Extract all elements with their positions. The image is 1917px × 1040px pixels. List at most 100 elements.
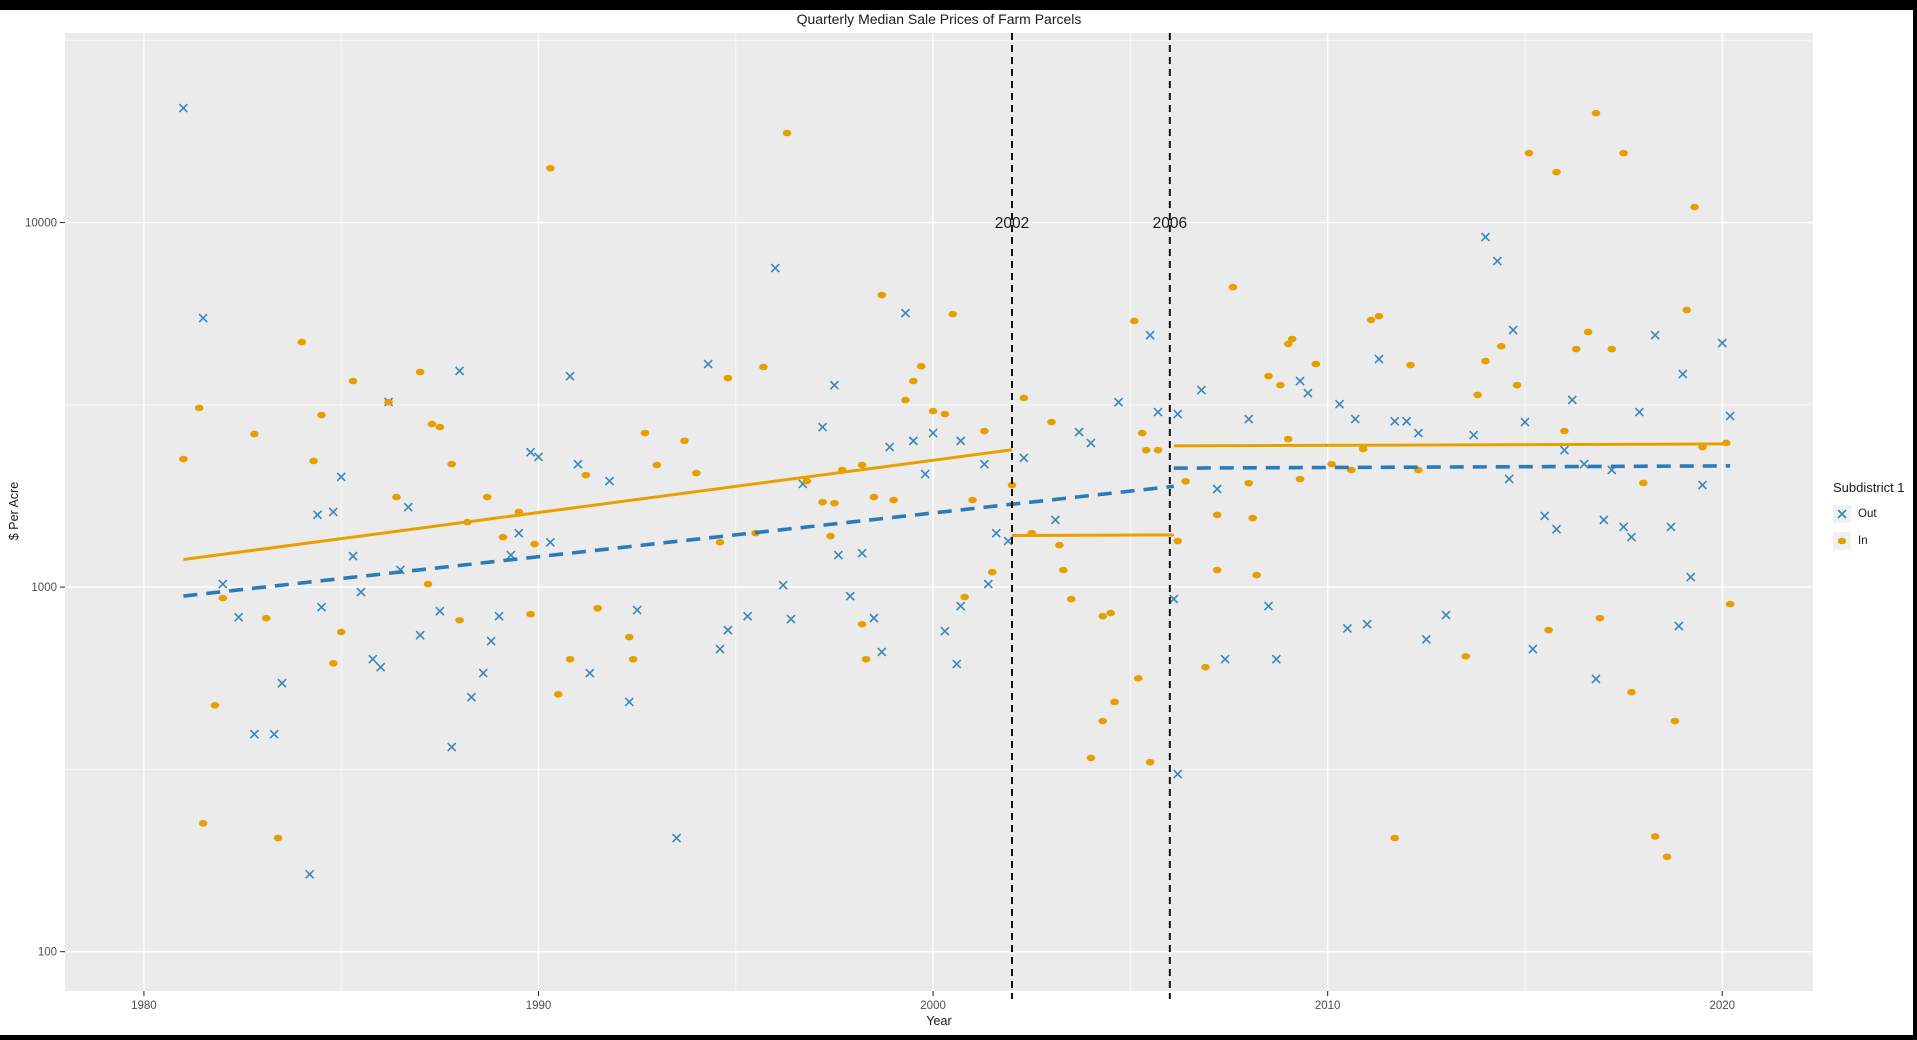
data-point-in <box>415 368 425 376</box>
data-point-in <box>960 593 969 601</box>
data-point-out <box>956 436 966 446</box>
legend-item-in: In <box>1833 532 1915 550</box>
data-point-out <box>533 452 544 462</box>
data-point-out <box>723 625 733 635</box>
legend-label-in: In <box>1858 535 1868 547</box>
data-point-in <box>1106 609 1115 617</box>
data-point-in <box>336 628 346 636</box>
legend-key-out <box>1833 505 1851 523</box>
data-point-in <box>423 580 433 588</box>
data-point-in <box>581 471 591 479</box>
y-tick-label: 10000 <box>25 218 57 230</box>
data-point-in <box>818 498 827 506</box>
data-point-out <box>1153 407 1163 417</box>
data-point-in <box>928 407 938 415</box>
data-point-in <box>1287 335 1297 343</box>
data-point-out <box>1173 409 1183 419</box>
data-point-in <box>1627 688 1636 696</box>
data-point-in <box>889 496 898 504</box>
data-point-in <box>194 404 204 412</box>
data-point-in <box>723 374 733 382</box>
data-point-out <box>703 359 713 369</box>
x-marker-icon <box>1837 509 1847 519</box>
data-point-in <box>968 496 977 504</box>
data-point-out <box>632 605 642 615</box>
data-point-out <box>403 502 413 512</box>
data-point-in <box>1390 834 1400 842</box>
trend-line-in-solid <box>183 448 1013 562</box>
data-point-out <box>786 614 796 624</box>
data-point-out <box>1244 414 1254 424</box>
y-tick-label: 100 <box>38 947 57 959</box>
data-point-in <box>1512 381 1522 389</box>
data-point-in <box>1137 429 1147 437</box>
data-point-in <box>1583 328 1593 336</box>
data-point-in <box>1098 717 1108 725</box>
data-point-in <box>1639 479 1648 487</box>
data-point-in <box>980 427 989 435</box>
data-point-out <box>198 313 208 323</box>
data-point-out <box>348 551 358 561</box>
data-point-out <box>1113 397 1124 407</box>
data-point-out <box>455 366 465 376</box>
data-point-out <box>1196 385 1206 395</box>
data-point-in <box>179 455 188 463</box>
data-point-out <box>1540 511 1550 521</box>
data-point-in <box>1098 612 1108 620</box>
data-point-in <box>1347 466 1356 474</box>
data-point-in <box>909 377 918 385</box>
data-point-in <box>384 398 393 406</box>
data-point-out <box>249 729 259 739</box>
data-point-in <box>1141 446 1151 454</box>
data-point-out <box>478 668 488 678</box>
legend-key-in <box>1833 532 1851 550</box>
data-point-in <box>553 691 563 698</box>
data-point-in <box>435 423 445 431</box>
data-point-out <box>1019 453 1029 463</box>
dot-marker-icon <box>1837 537 1847 545</box>
data-point-in <box>948 310 958 318</box>
data-point-out <box>1050 515 1060 525</box>
data-point-out <box>770 263 780 273</box>
data-point-in <box>692 469 701 477</box>
x-axis-title: Year <box>926 1014 952 1028</box>
data-point-in <box>857 461 867 469</box>
y-tick-label: 1000 <box>31 582 57 594</box>
trend-line-in-solid <box>1173 442 1731 448</box>
data-point-in <box>1496 342 1506 350</box>
data-point-out <box>940 626 950 636</box>
data-point-in <box>1595 614 1605 622</box>
data-point-in <box>759 363 768 371</box>
data-point-in <box>530 540 539 548</box>
data-point-out <box>1334 399 1345 409</box>
data-point-out <box>991 528 1001 538</box>
data-point-in <box>1473 391 1482 399</box>
data-point-in <box>1110 698 1119 706</box>
data-point-in <box>1662 853 1672 861</box>
data-point-in <box>1248 514 1257 522</box>
data-point-out <box>316 602 327 612</box>
x-tick-label: 2010 <box>1315 1000 1341 1012</box>
data-point-out <box>1717 338 1727 348</box>
data-point-in <box>1153 446 1163 454</box>
data-point-out <box>305 869 315 879</box>
data-point-out <box>1469 430 1479 440</box>
trend-line-out-dashed <box>1173 464 1731 470</box>
data-point-out <box>376 662 386 672</box>
data-point-in <box>802 477 812 485</box>
data-point-in <box>1607 345 1617 353</box>
data-point-in <box>652 461 662 469</box>
data-point-out <box>1559 445 1569 455</box>
data-point-out <box>312 510 323 520</box>
data-point-out <box>829 380 840 390</box>
data-point-out <box>979 459 989 469</box>
data-point-out <box>573 459 583 469</box>
data-point-out <box>234 612 244 622</box>
data-point-out <box>1074 427 1084 437</box>
data-point-out <box>1520 417 1530 427</box>
data-point-out <box>1674 621 1684 631</box>
data-point-out <box>218 579 228 589</box>
data-point-out <box>1212 484 1222 494</box>
data-point-out <box>1402 416 1412 426</box>
letterbox-bottom <box>0 1035 1917 1040</box>
